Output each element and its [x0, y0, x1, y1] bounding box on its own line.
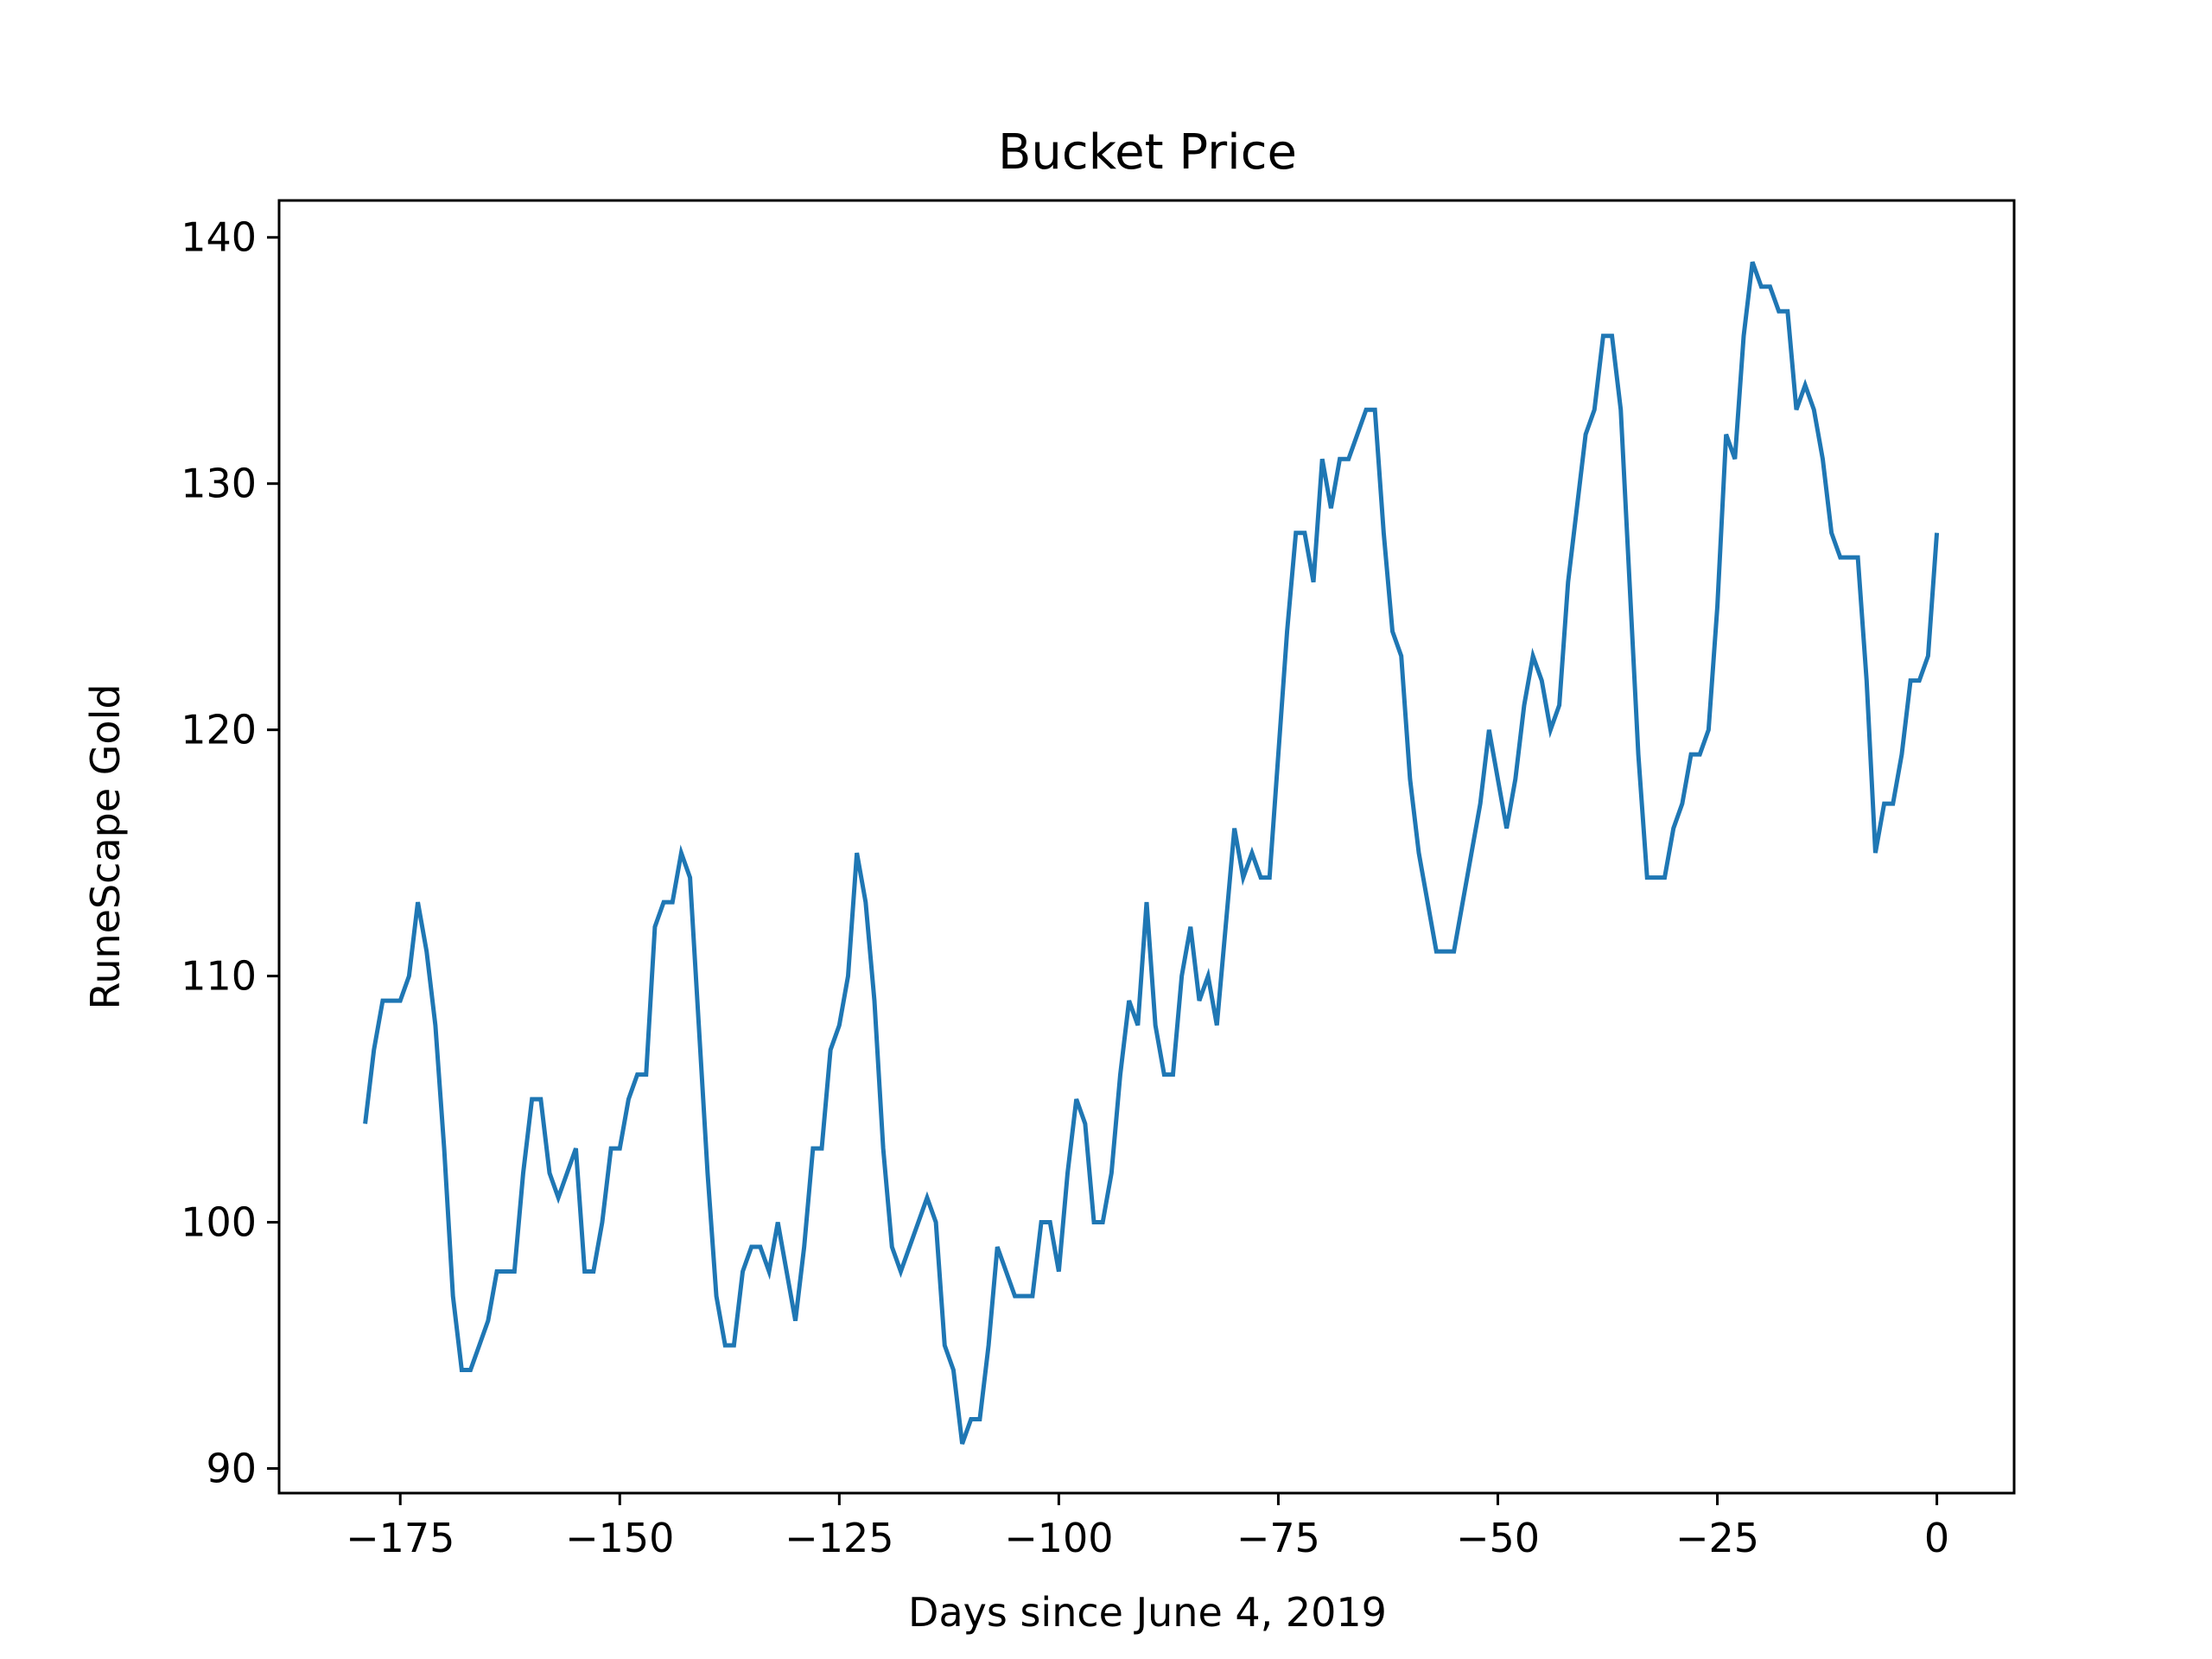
x-tick-label: 0: [1924, 1515, 1949, 1561]
x-axis: −175 −150 −125 −100 −75 −50 −25 0: [346, 1493, 1949, 1561]
x-tick-label: −150: [565, 1515, 674, 1561]
x-tick-label: −75: [1236, 1515, 1320, 1561]
y-axis: 90 100 110 120 130 140: [181, 214, 279, 1492]
y-tick-label: 110: [181, 953, 257, 1000]
x-tick-label: −25: [1675, 1515, 1759, 1561]
y-axis-label: RuneScape Gold: [82, 683, 129, 1009]
data-line-group: [363, 261, 1940, 1445]
axes-frame: [277, 199, 2016, 1495]
chart-title: Bucket Price: [998, 124, 1297, 181]
plot-area: [277, 199, 2016, 1495]
y-tick-label: 100: [181, 1199, 257, 1246]
x-tick-label: −125: [785, 1515, 893, 1561]
y-tick-label: 130: [181, 461, 257, 507]
y-tick-label: 90: [206, 1446, 257, 1492]
data-line-series-1: [363, 261, 1940, 1445]
x-tick-label: −175: [346, 1515, 454, 1561]
x-tick-label: −50: [1456, 1515, 1540, 1561]
y-tick-label: 140: [181, 214, 257, 261]
y-tick-label: 120: [181, 707, 257, 753]
x-axis-label: Days since June 4, 2019: [908, 1589, 1387, 1636]
x-tick-label: −100: [1004, 1515, 1113, 1561]
